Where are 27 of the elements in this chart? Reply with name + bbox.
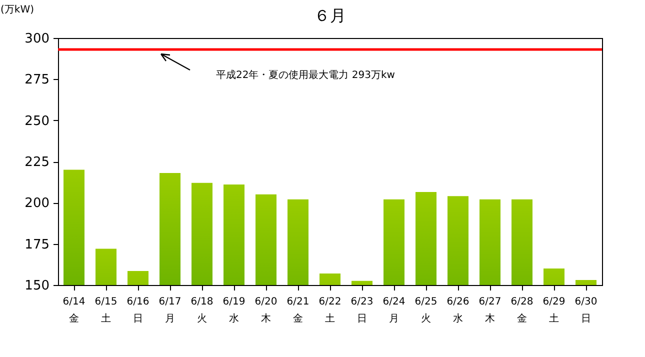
- y-tick-label: 275: [24, 72, 50, 88]
- y-tick-label: 175: [24, 237, 50, 252]
- y-tick-label: 225: [24, 155, 50, 170]
- x-tick-label: 6/29 土: [542, 296, 566, 324]
- x-tick-label: 6/17 月: [158, 296, 182, 324]
- y-tick-label: 300: [24, 32, 50, 46]
- y-axis-title: (万kW): [0, 4, 34, 16]
- x-tick-label: 6/20 木: [254, 296, 278, 324]
- y-tick-label: 200: [24, 196, 50, 212]
- y-tick-label: 250: [24, 114, 50, 129]
- x-tick-label: 6/18 火: [190, 296, 214, 324]
- x-tick-label: 6/26 水: [446, 296, 470, 324]
- x-tick-label: 6/14 金: [62, 296, 86, 324]
- x-tick-label: 6/15 土: [94, 296, 118, 324]
- x-tick-label: 6/28 金: [510, 296, 534, 324]
- x-tick-label: 6/24 月: [382, 296, 406, 324]
- x-tick-label: 6/23 日: [350, 296, 374, 324]
- x-tick-label: 6/27 木: [478, 296, 502, 324]
- chart-title: ６月: [314, 6, 346, 25]
- annotation: 平成22年・夏の使用最大電力 293万kw: [216, 69, 395, 81]
- x-tick-label: 6/30 日: [574, 296, 598, 324]
- y-tick-label: 150: [24, 278, 50, 294]
- x-tick-label: 6/21 金: [286, 296, 310, 324]
- x-tick-label: 6/25 火: [414, 296, 438, 324]
- x-tick-label: 6/19 水: [222, 296, 246, 324]
- x-tick-label: 6/22 土: [318, 296, 342, 324]
- x-tick-label: 6/16 日: [126, 296, 150, 324]
